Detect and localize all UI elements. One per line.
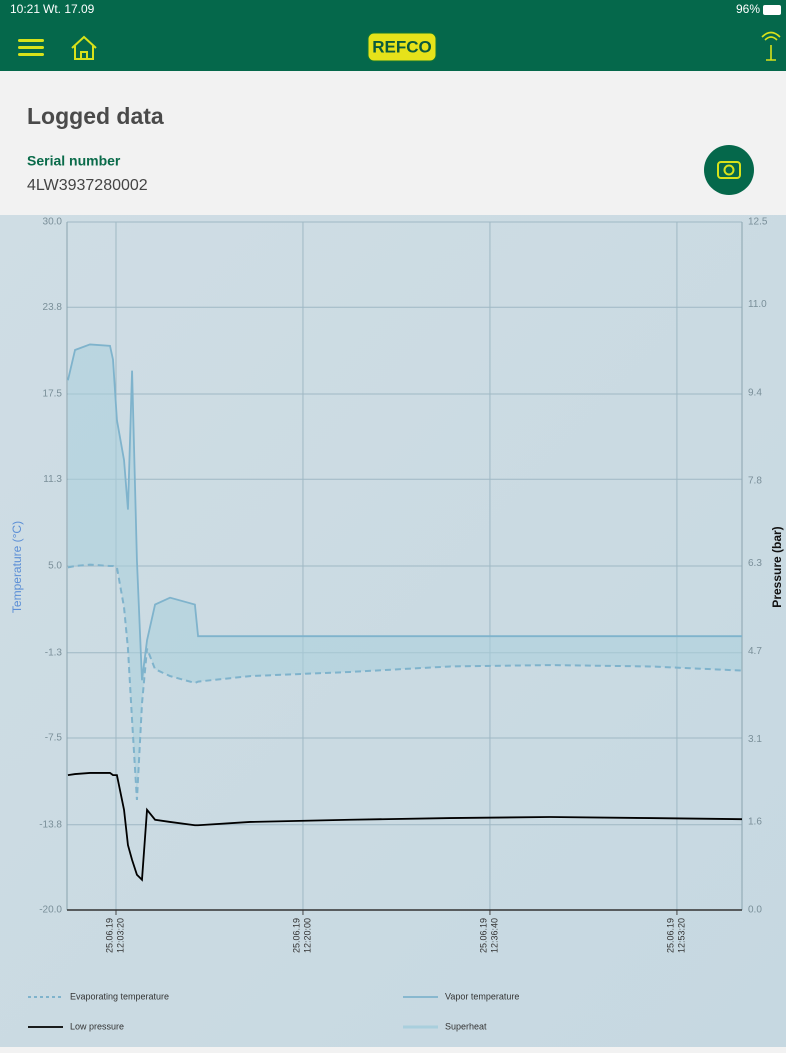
y2-tick-label: 12.5	[748, 217, 768, 228]
y-tick-label: 5.0	[48, 561, 62, 572]
y2-tick-label: 6.3	[748, 558, 762, 569]
x-tick-label: 25.06.19	[104, 918, 114, 953]
series-line	[67, 343, 742, 681]
superheat-area	[67, 344, 742, 800]
x-tick-label: 12:03:20	[115, 918, 125, 953]
x-tick-label: 12:36:40	[489, 918, 499, 953]
legend-label: Superheat	[445, 1021, 487, 1031]
y-tick-label: -1.3	[45, 647, 63, 658]
series-line	[67, 563, 743, 800]
x-tick-label: 12:53:20	[676, 918, 686, 953]
serial-number: 4LW3937280002	[27, 177, 148, 194]
legend-label: Vapor temperature	[445, 991, 519, 1001]
y2-tick-label: 4.7	[748, 646, 762, 657]
y2-tick-label: 1.6	[748, 817, 762, 828]
bottom-edge	[0, 1047, 786, 1053]
y2-tick-label: 0.0	[748, 905, 762, 916]
y2-tick-label: 3.1	[748, 734, 762, 745]
camera-button[interactable]	[704, 145, 754, 195]
connection-icon[interactable]	[761, 31, 781, 61]
home-button[interactable]	[71, 35, 97, 60]
page-title: Logged data	[27, 103, 164, 129]
y-tick-label: -20.0	[39, 905, 62, 916]
logo: REFCO	[372, 37, 432, 56]
battery-icon	[763, 5, 781, 15]
info-panel	[0, 71, 786, 215]
menu-button[interactable]	[18, 39, 44, 56]
y-tick-label: -7.5	[45, 733, 63, 744]
status-date: Wt. 17.09	[43, 2, 95, 16]
battery: 96%	[736, 2, 760, 16]
y2-tick-label: 9.4	[748, 387, 762, 398]
legend-label: Evaporating temperature	[70, 991, 169, 1001]
y2-tick-label: 11.0	[748, 299, 767, 310]
y-tick-label: 23.8	[43, 302, 63, 313]
y-axis-title: Temperature (°C)	[10, 521, 24, 613]
y2-tick-label: 7.8	[748, 475, 762, 486]
y-tick-label: 30.0	[43, 217, 63, 228]
x-tick-label: 25.06.19	[478, 918, 488, 953]
legend-label: Low pressure	[70, 1021, 124, 1031]
x-tick-label: 12:20:00	[302, 918, 312, 953]
y-tick-label: -13.8	[39, 819, 62, 830]
series-line	[67, 772, 743, 882]
x-tick-label: 25.06.19	[291, 918, 301, 953]
y-tick-label: 17.5	[43, 389, 63, 400]
y2-axis-title: Pressure (bar)	[770, 526, 784, 607]
y-tick-label: 11.3	[43, 474, 62, 485]
serial-label: Serial number	[27, 153, 121, 169]
x-tick-label: 25.06.19	[665, 918, 675, 953]
logo-badge	[367, 32, 437, 62]
status-time: 10:21	[10, 2, 40, 16]
